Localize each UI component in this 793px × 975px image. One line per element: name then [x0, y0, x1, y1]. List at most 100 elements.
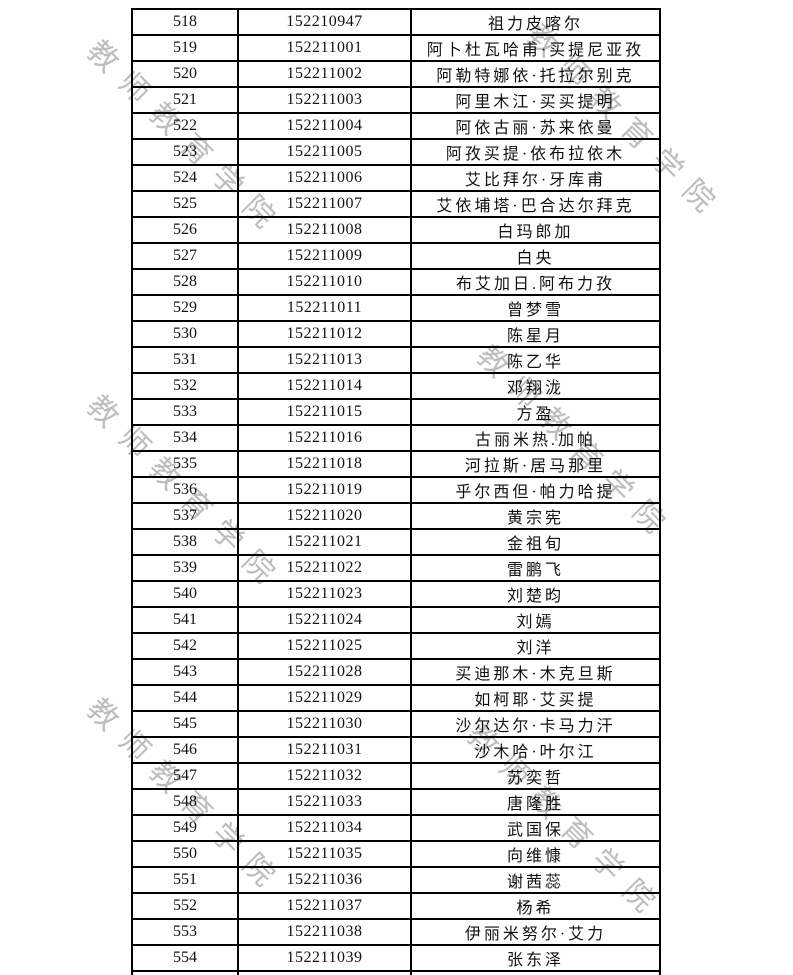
row-number-cell: 536: [131, 476, 239, 504]
student-id-cell: 152211002: [237, 60, 412, 88]
student-name-cell: 唐隆胜: [410, 788, 661, 816]
student-name-cell: 阿孜买提·依布拉依木: [410, 138, 661, 166]
table-row: 535 152211018 河拉斯·居马那里: [131, 450, 661, 478]
student-name-cell: 谢茜蕊: [410, 866, 661, 894]
student-id-cell: 152211036: [237, 866, 412, 894]
student-name-cell: 苏奕哲: [410, 762, 661, 790]
row-number-cell: 535: [131, 450, 239, 478]
row-number-cell: 518: [131, 8, 239, 36]
student-name-cell: 阿里木江·买买提明: [410, 86, 661, 114]
student-id-cell: 152211030: [237, 710, 412, 738]
student-id-cell: 152211018: [237, 450, 412, 478]
row-number-cell: 528: [131, 268, 239, 296]
row-number-cell: 553: [131, 918, 239, 946]
student-name-cell: 如柯耶·艾买提: [410, 684, 661, 712]
student-name-cell: 乎尔西但·帕力哈提: [410, 476, 661, 504]
row-number-cell: 532: [131, 372, 239, 400]
student-name-cell: 张东泽: [410, 944, 661, 972]
table-row: 524 152211006 艾比拜尔·牙库甫: [131, 164, 661, 192]
student-id-cell: 152211015: [237, 398, 412, 426]
table-row: 541 152211024 刘嫣: [131, 606, 661, 634]
row-number-cell: 523: [131, 138, 239, 166]
student-id-cell: 152211003: [237, 86, 412, 114]
student-id-cell: 152211016: [237, 424, 412, 452]
table-row: 529 152211011 曾梦雪: [131, 294, 661, 322]
table-row: 533 152211015 方盈: [131, 398, 661, 426]
student-name-cell: 阿依古丽·苏来依曼: [410, 112, 661, 140]
student-name-cell: 曾梦雪: [410, 294, 661, 322]
table-row: 523 152211005 阿孜买提·依布拉依木: [131, 138, 661, 166]
student-id-cell: 152211005: [237, 138, 412, 166]
student-name-cell: 刘洋: [410, 632, 661, 660]
student-name-cell: 古丽米热.加帕: [410, 424, 661, 452]
student-id-cell: 152211004: [237, 112, 412, 140]
table-row: 549 152211034 武国保: [131, 814, 661, 842]
student-id-cell: 152211032: [237, 762, 412, 790]
table-row: 530 152211012 陈星月: [131, 320, 661, 348]
row-number-cell: 541: [131, 606, 239, 634]
student-id-cell: 152211024: [237, 606, 412, 634]
table-row: 532 152211014 邓翔泷: [131, 372, 661, 400]
student-name-cell: 张敏: [410, 970, 661, 975]
row-number-cell: 547: [131, 762, 239, 790]
student-name-cell: 白央: [410, 242, 661, 270]
student-name-cell: 向维慷: [410, 840, 661, 868]
student-id-cell: 152211039: [237, 944, 412, 972]
student-name-cell: 布艾加日.阿布力孜: [410, 268, 661, 296]
student-id-cell: 152211021: [237, 528, 412, 556]
student-id-cell: 152211038: [237, 918, 412, 946]
table-row: 543 152211028 买迪那木·木克旦斯: [131, 658, 661, 686]
student-name-cell: 买迪那木·木克旦斯: [410, 658, 661, 686]
table-row: 522 152211004 阿依古丽·苏来依曼: [131, 112, 661, 140]
table-row: 528 152211010 布艾加日.阿布力孜: [131, 268, 661, 296]
table-row: 542 152211025 刘洋: [131, 632, 661, 660]
student-id-cell: 152211023: [237, 580, 412, 608]
student-name-cell: 艾依埔塔·巴合达尔拜克: [410, 190, 661, 218]
student-roster-body: 518 152210947 祖力皮喀尔 519 152211001 阿卜杜瓦哈甫·买提尼亚…: [131, 8, 661, 975]
row-number-cell: 538: [131, 528, 239, 556]
row-number-cell: 522: [131, 112, 239, 140]
row-number-cell: 529: [131, 294, 239, 322]
table-row: 544 152211029 如柯耶·艾买提: [131, 684, 661, 712]
student-id-cell: 152211020: [237, 502, 412, 530]
row-number-cell: 554: [131, 944, 239, 972]
student-name-cell: 金祖旬: [410, 528, 661, 556]
row-number-cell: 546: [131, 736, 239, 764]
row-number-cell: 527: [131, 242, 239, 270]
student-name-cell: 黄宗宪: [410, 502, 661, 530]
row-number-cell: 526: [131, 216, 239, 244]
table-row: 518 152210947 祖力皮喀尔: [131, 8, 661, 36]
table-row: 531 152211013 陈乙华: [131, 346, 661, 374]
student-roster-table: 518 152210947 祖力皮喀尔 519 152211001 阿卜杜瓦哈甫·买提尼亚…: [131, 8, 661, 975]
row-number-cell: 544: [131, 684, 239, 712]
row-number-cell: 524: [131, 164, 239, 192]
row-number-cell: 525: [131, 190, 239, 218]
row-number-cell: 550: [131, 840, 239, 868]
student-id-cell: 152211019: [237, 476, 412, 504]
table-row: 555152211040张敏: [131, 970, 661, 975]
student-id-cell: 152211011: [237, 294, 412, 322]
student-id-cell: 152211010: [237, 268, 412, 296]
row-number-cell: 537: [131, 502, 239, 530]
table-row: 554 152211039 张东泽: [131, 944, 661, 972]
table-row: 552 152211037 杨希: [131, 892, 661, 920]
student-id-cell: 152211035: [237, 840, 412, 868]
student-name-cell: 刘嫣: [410, 606, 661, 634]
student-name-cell: 陈乙华: [410, 346, 661, 374]
student-name-cell: 陈星月: [410, 320, 661, 348]
row-number-cell: 539: [131, 554, 239, 582]
row-number-cell: 545: [131, 710, 239, 738]
row-number-cell: 551: [131, 866, 239, 894]
student-name-cell: 艾比拜尔·牙库甫: [410, 164, 661, 192]
table-row: 551 152211036 谢茜蕊: [131, 866, 661, 894]
student-name-cell: 阿勒特娜依·托拉尔别克: [410, 60, 661, 88]
table-row: 526 152211008 白玛郎加: [131, 216, 661, 244]
student-name-cell: 邓翔泷: [410, 372, 661, 400]
student-id-cell: 152211008: [237, 216, 412, 244]
student-id-cell: 152211040: [237, 970, 412, 975]
table-row: 520 152211002 阿勒特娜依·托拉尔别克: [131, 60, 661, 88]
student-name-cell: 河拉斯·居马那里: [410, 450, 661, 478]
table-row: 539 152211022 雷鹏飞: [131, 554, 661, 582]
student-name-cell: 沙尔达尔·卡马力汗: [410, 710, 661, 738]
